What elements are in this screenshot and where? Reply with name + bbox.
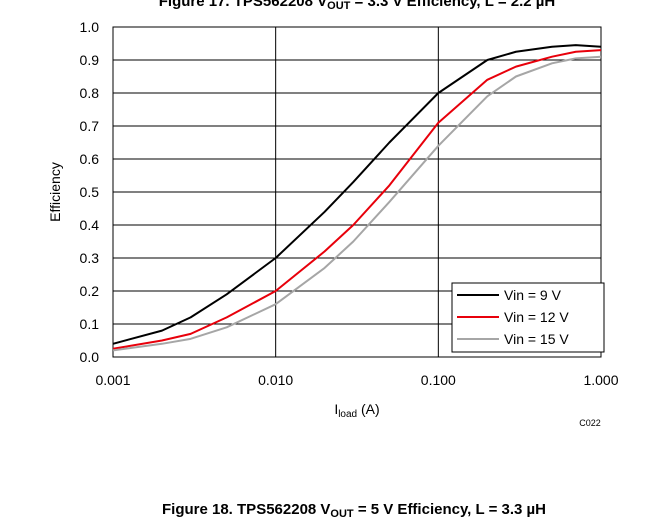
- x-tick-label: 0.010: [258, 372, 293, 388]
- x-label-sub: load: [338, 409, 357, 420]
- y-tick-label: 1.0: [80, 19, 100, 35]
- series-line: [112, 44, 602, 345]
- y-tick-label: 0.5: [80, 184, 100, 200]
- y-tick-label: 0.7: [80, 118, 100, 134]
- legend-label: Vin = 15 V: [504, 331, 569, 347]
- figure-code: C022: [579, 418, 601, 428]
- y-tick-label: 0.8: [80, 85, 100, 101]
- x-tick-label: 1.000: [583, 372, 618, 388]
- y-tick-label: 0.2: [80, 283, 100, 299]
- legend-label: Vin = 9 V: [504, 287, 562, 303]
- title-part: = 3.3 V Efficiency, L = 2.2 µH: [350, 0, 555, 10]
- caption-sub: OUT: [330, 508, 354, 520]
- legend: Vin = 9 V Vin = 12 V Vin = 15 V: [451, 282, 605, 353]
- y-tick-label: 0.3: [80, 250, 100, 266]
- y-tick-label: 0.9: [80, 52, 100, 68]
- caption-part: Figure 18. TPS562208 V: [162, 501, 330, 518]
- title-sub: OUT: [327, 0, 351, 12]
- x-tick-label: 0.100: [421, 372, 456, 388]
- y-tick-label: 0.6: [80, 151, 100, 167]
- plot-frame: [112, 26, 602, 358]
- title-part: Figure 17. TPS562208 V: [159, 0, 327, 10]
- y-tick-label: 0.0: [80, 349, 100, 365]
- series-line: [112, 55, 602, 352]
- series-line: [112, 49, 602, 350]
- legend-label: Vin = 12 V: [504, 309, 569, 325]
- x-label-part: (A): [357, 401, 380, 417]
- y-axis-label: Efficiency: [47, 162, 63, 222]
- y-tick-label: 0.1: [80, 316, 100, 332]
- chart-title: Figure 17. TPS562208 VOUT = 3.3 V Effici…: [159, 0, 556, 12]
- caption-part: = 5 V Efficiency, L = 3.3 µH: [354, 501, 546, 518]
- x-tick-label: 0.001: [95, 372, 130, 388]
- y-tick-label: 0.4: [80, 217, 100, 233]
- x-label-part: I: [334, 401, 338, 417]
- x-axis-label: Iload (A): [334, 401, 379, 420]
- caption: Figure 18. TPS562208 VOUT = 5 V Efficien…: [162, 501, 546, 520]
